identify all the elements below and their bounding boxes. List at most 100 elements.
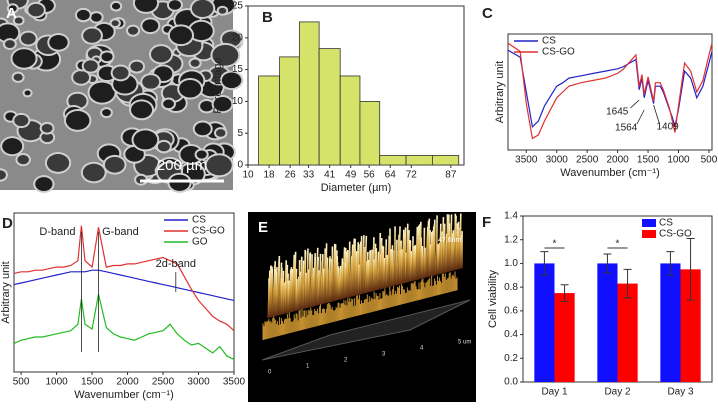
panel-label: E xyxy=(258,219,268,236)
y-tick-label: 20 xyxy=(232,32,244,43)
y-tick-label: 1.2 xyxy=(504,234,518,245)
histogram-bar xyxy=(298,21,320,166)
afm-peak xyxy=(289,267,293,313)
x-tick-label: 72 xyxy=(406,170,418,181)
afm-peak xyxy=(415,226,419,281)
x-tick-label: 2000 xyxy=(606,155,629,166)
x-axis-label: Diameter (µm) xyxy=(321,182,392,194)
x-tick-label: Day 3 xyxy=(667,387,694,398)
x-axis-label: Wavenumber (cm⁻¹) xyxy=(74,389,174,401)
annotation: 2d-band xyxy=(156,258,196,270)
sem-pore xyxy=(168,0,181,10)
sem-pore xyxy=(20,32,36,45)
afm-peak xyxy=(295,279,298,311)
sem-pore xyxy=(190,59,200,67)
sem-pore xyxy=(191,0,214,17)
afm-peak xyxy=(315,256,319,306)
significance-mark: * xyxy=(616,239,620,250)
error-bar xyxy=(560,284,569,302)
histogram-bar xyxy=(339,75,361,166)
afm-peak xyxy=(317,270,321,306)
legend-label: CS-GO xyxy=(192,226,225,237)
afm-peak xyxy=(427,218,431,278)
annotation-arrow xyxy=(636,109,645,125)
afm-peak xyxy=(384,239,388,289)
afm-axis-label: 4 xyxy=(420,346,424,352)
afm-peak xyxy=(376,251,380,291)
histogram-bar xyxy=(279,56,300,166)
afm-peak xyxy=(356,244,360,296)
afm-peak xyxy=(286,273,289,314)
plot-frame xyxy=(507,33,713,151)
sem-pore xyxy=(215,129,226,137)
x-axis-label: Wavenumber (cm⁻¹) xyxy=(560,167,660,179)
x-tick-label: 500 xyxy=(701,155,718,166)
x-tick-label: 1000 xyxy=(45,377,68,388)
afm-axis-label: 0 xyxy=(268,370,272,376)
afm-peak xyxy=(293,251,297,312)
afm-peak xyxy=(403,227,407,284)
bar xyxy=(617,283,638,382)
afm-peak xyxy=(409,251,413,282)
afm-peak xyxy=(438,223,442,275)
y-tick-label: 0.4 xyxy=(504,329,518,340)
sem-pore xyxy=(65,111,90,130)
afm-peak xyxy=(344,262,347,299)
sem-pore xyxy=(68,93,87,109)
afm-peak xyxy=(352,238,356,297)
x-tick-label: 33 xyxy=(303,170,315,181)
afm-peak xyxy=(399,240,402,285)
series-line xyxy=(13,293,235,360)
afm-peak xyxy=(372,259,375,292)
sem-pore xyxy=(12,49,36,68)
legend-swatch xyxy=(642,219,656,227)
sem-pore xyxy=(111,2,121,10)
sem-pore xyxy=(101,52,113,62)
histogram-bar xyxy=(359,101,381,166)
afm-peak xyxy=(312,267,315,307)
y-tick-label: 0 xyxy=(237,160,243,171)
afm-peak xyxy=(285,264,289,314)
afm-peak xyxy=(439,231,444,274)
y-tick-label: 5 xyxy=(237,128,243,139)
sem-pore xyxy=(127,26,139,35)
x-tick-label: 500 xyxy=(13,377,30,388)
scale-bar-label: 200 µm xyxy=(157,157,207,174)
sem-pore xyxy=(14,114,29,127)
sem-pore xyxy=(83,28,101,43)
x-tick-label: 56 xyxy=(364,170,376,181)
sem-pore xyxy=(83,60,98,72)
x-tick-label: 2500 xyxy=(152,377,175,388)
legend-label: CS-GO xyxy=(542,47,575,58)
afm-peak xyxy=(394,239,398,286)
sem-pore xyxy=(157,141,170,152)
sem-pore xyxy=(46,154,70,172)
afm-peak xyxy=(300,256,303,310)
x-tick-label: Day 1 xyxy=(541,387,568,398)
x-tick-label: 64 xyxy=(385,170,397,181)
afm-peak xyxy=(323,248,327,304)
sem-pore xyxy=(134,0,158,12)
y-tick-label: 0.2 xyxy=(504,353,518,364)
afm-peak xyxy=(429,244,432,277)
afm-axis-label: 2 xyxy=(344,358,348,364)
afm-peak xyxy=(301,260,305,310)
error-bar xyxy=(686,238,695,301)
series-line xyxy=(13,225,235,332)
y-tick-label: 1.0 xyxy=(504,258,518,269)
afm-peak xyxy=(397,226,401,285)
sem-image xyxy=(0,0,244,193)
bar xyxy=(660,263,681,382)
sem-pore xyxy=(13,73,23,81)
afm-peak xyxy=(333,244,337,302)
panel-label: C xyxy=(482,5,493,22)
x-tick-label: 87 xyxy=(445,170,457,181)
afm-peak xyxy=(401,229,405,284)
sem-pore xyxy=(200,100,214,112)
x-tick-label: 3000 xyxy=(187,377,210,388)
y-tick-label: 0.6 xyxy=(504,305,518,316)
x-tick-label: 3500 xyxy=(515,155,538,166)
sem-pore xyxy=(222,31,241,47)
x-tick-label: 1000 xyxy=(667,155,690,166)
afm-peak xyxy=(451,230,455,271)
